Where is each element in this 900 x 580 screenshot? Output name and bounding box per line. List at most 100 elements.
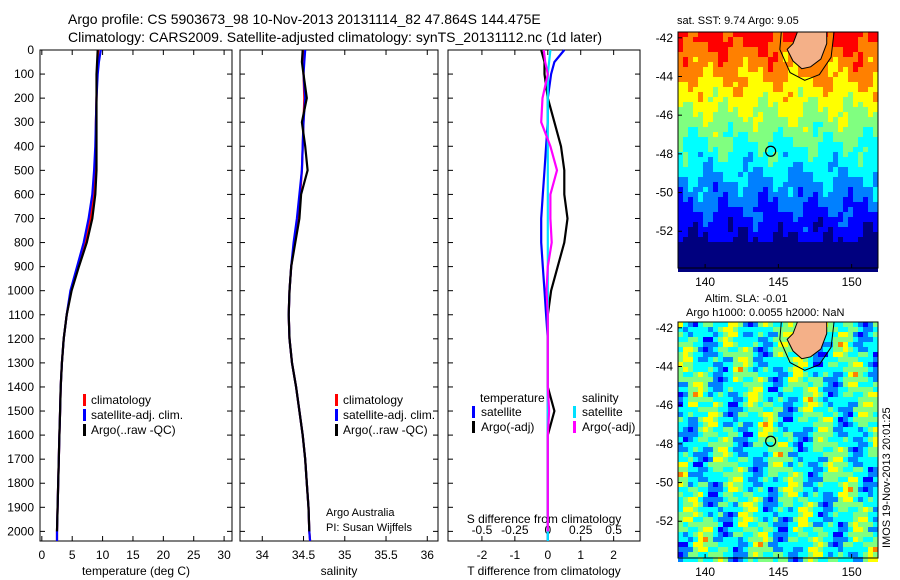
map-cell [718, 457, 723, 462]
map-cell [778, 432, 783, 437]
map-cell [683, 137, 688, 142]
x-tick-label: 2 [610, 548, 617, 562]
map-cell [848, 492, 853, 497]
map-cell [828, 37, 833, 42]
map-cell [788, 152, 793, 157]
map-cell [868, 37, 873, 42]
map-cell [783, 532, 788, 537]
map-cell [748, 422, 753, 427]
map-cell [803, 132, 808, 137]
map-cell [858, 92, 863, 97]
map-cell [758, 457, 763, 462]
map-cell [848, 427, 853, 432]
map-cell [773, 392, 778, 397]
map-cell [853, 337, 858, 342]
map-cell [738, 212, 743, 217]
map-cell [763, 112, 768, 117]
map-cell [683, 102, 688, 107]
map-cell [683, 237, 688, 242]
map-cell [798, 417, 803, 422]
map-cell [813, 167, 818, 172]
map-cell [678, 402, 683, 407]
map-cell [693, 487, 698, 492]
map-cell [713, 142, 718, 147]
s-tick-label: -0.5 [472, 523, 493, 537]
map-cell [783, 452, 788, 457]
map-cell [753, 262, 758, 267]
map-cell [773, 132, 778, 137]
map-cell [753, 422, 758, 427]
map-cell [833, 62, 838, 67]
y-tick-label: 500 [14, 163, 34, 177]
map-cell [818, 167, 823, 172]
map-cell [798, 252, 803, 257]
map-cell [693, 262, 698, 267]
map-cell [828, 532, 833, 537]
y-tick-label: 1000 [7, 284, 34, 298]
map-cell [763, 162, 768, 167]
map-cell [833, 102, 838, 107]
map-cell [743, 52, 748, 57]
map-cell [713, 437, 718, 442]
map-cell [748, 207, 753, 212]
map-cell [713, 457, 718, 462]
map-cell [788, 182, 793, 187]
map-cell [808, 217, 813, 222]
map-cell [873, 122, 878, 127]
map-cell [693, 47, 698, 52]
map-cell [783, 387, 788, 392]
map-cell [783, 257, 788, 262]
map-cell [863, 547, 868, 552]
map-cell [753, 437, 758, 442]
map-cell [788, 77, 793, 82]
map-cell [693, 437, 698, 442]
map-cell [693, 332, 698, 337]
map-cell [723, 82, 728, 87]
legend-swatch [472, 406, 475, 418]
map-cell [853, 377, 858, 382]
map-cell [748, 532, 753, 537]
map-cell [728, 52, 733, 57]
map-cell [708, 52, 713, 57]
map-cell [733, 347, 738, 352]
map-cell [733, 112, 738, 117]
map-cell [703, 382, 708, 387]
map-cell [778, 472, 783, 477]
map-cell [763, 447, 768, 452]
map-cell [723, 207, 728, 212]
map-cell [693, 52, 698, 57]
map-cell [833, 262, 838, 267]
map-cell [848, 387, 853, 392]
map-cell [798, 422, 803, 427]
map-cell [783, 527, 788, 532]
map-cell [848, 137, 853, 142]
map-cell [793, 522, 798, 527]
map-cell [753, 362, 758, 367]
map-cell [833, 552, 838, 557]
map-cell [813, 547, 818, 552]
map-cell [758, 37, 763, 42]
map-cell [808, 212, 813, 217]
map-cell [793, 157, 798, 162]
map-cell [683, 447, 688, 452]
map-cell [703, 517, 708, 522]
map-cell [788, 62, 793, 67]
map-cell [738, 557, 743, 562]
map-cell [743, 252, 748, 257]
map-cell [768, 442, 773, 447]
map-cell [703, 457, 708, 462]
map-cell [713, 497, 718, 502]
map-cell [708, 462, 713, 467]
map-cell [868, 397, 873, 402]
map-cell [788, 227, 793, 232]
map-cell [728, 112, 733, 117]
map-cell [853, 472, 858, 477]
map-cell [858, 107, 863, 112]
map-cell [703, 377, 708, 382]
map-cell [743, 392, 748, 397]
map-cell [733, 142, 738, 147]
map-cell [683, 332, 688, 337]
map-cell [733, 537, 738, 542]
map-cell [818, 427, 823, 432]
map-cell [848, 212, 853, 217]
